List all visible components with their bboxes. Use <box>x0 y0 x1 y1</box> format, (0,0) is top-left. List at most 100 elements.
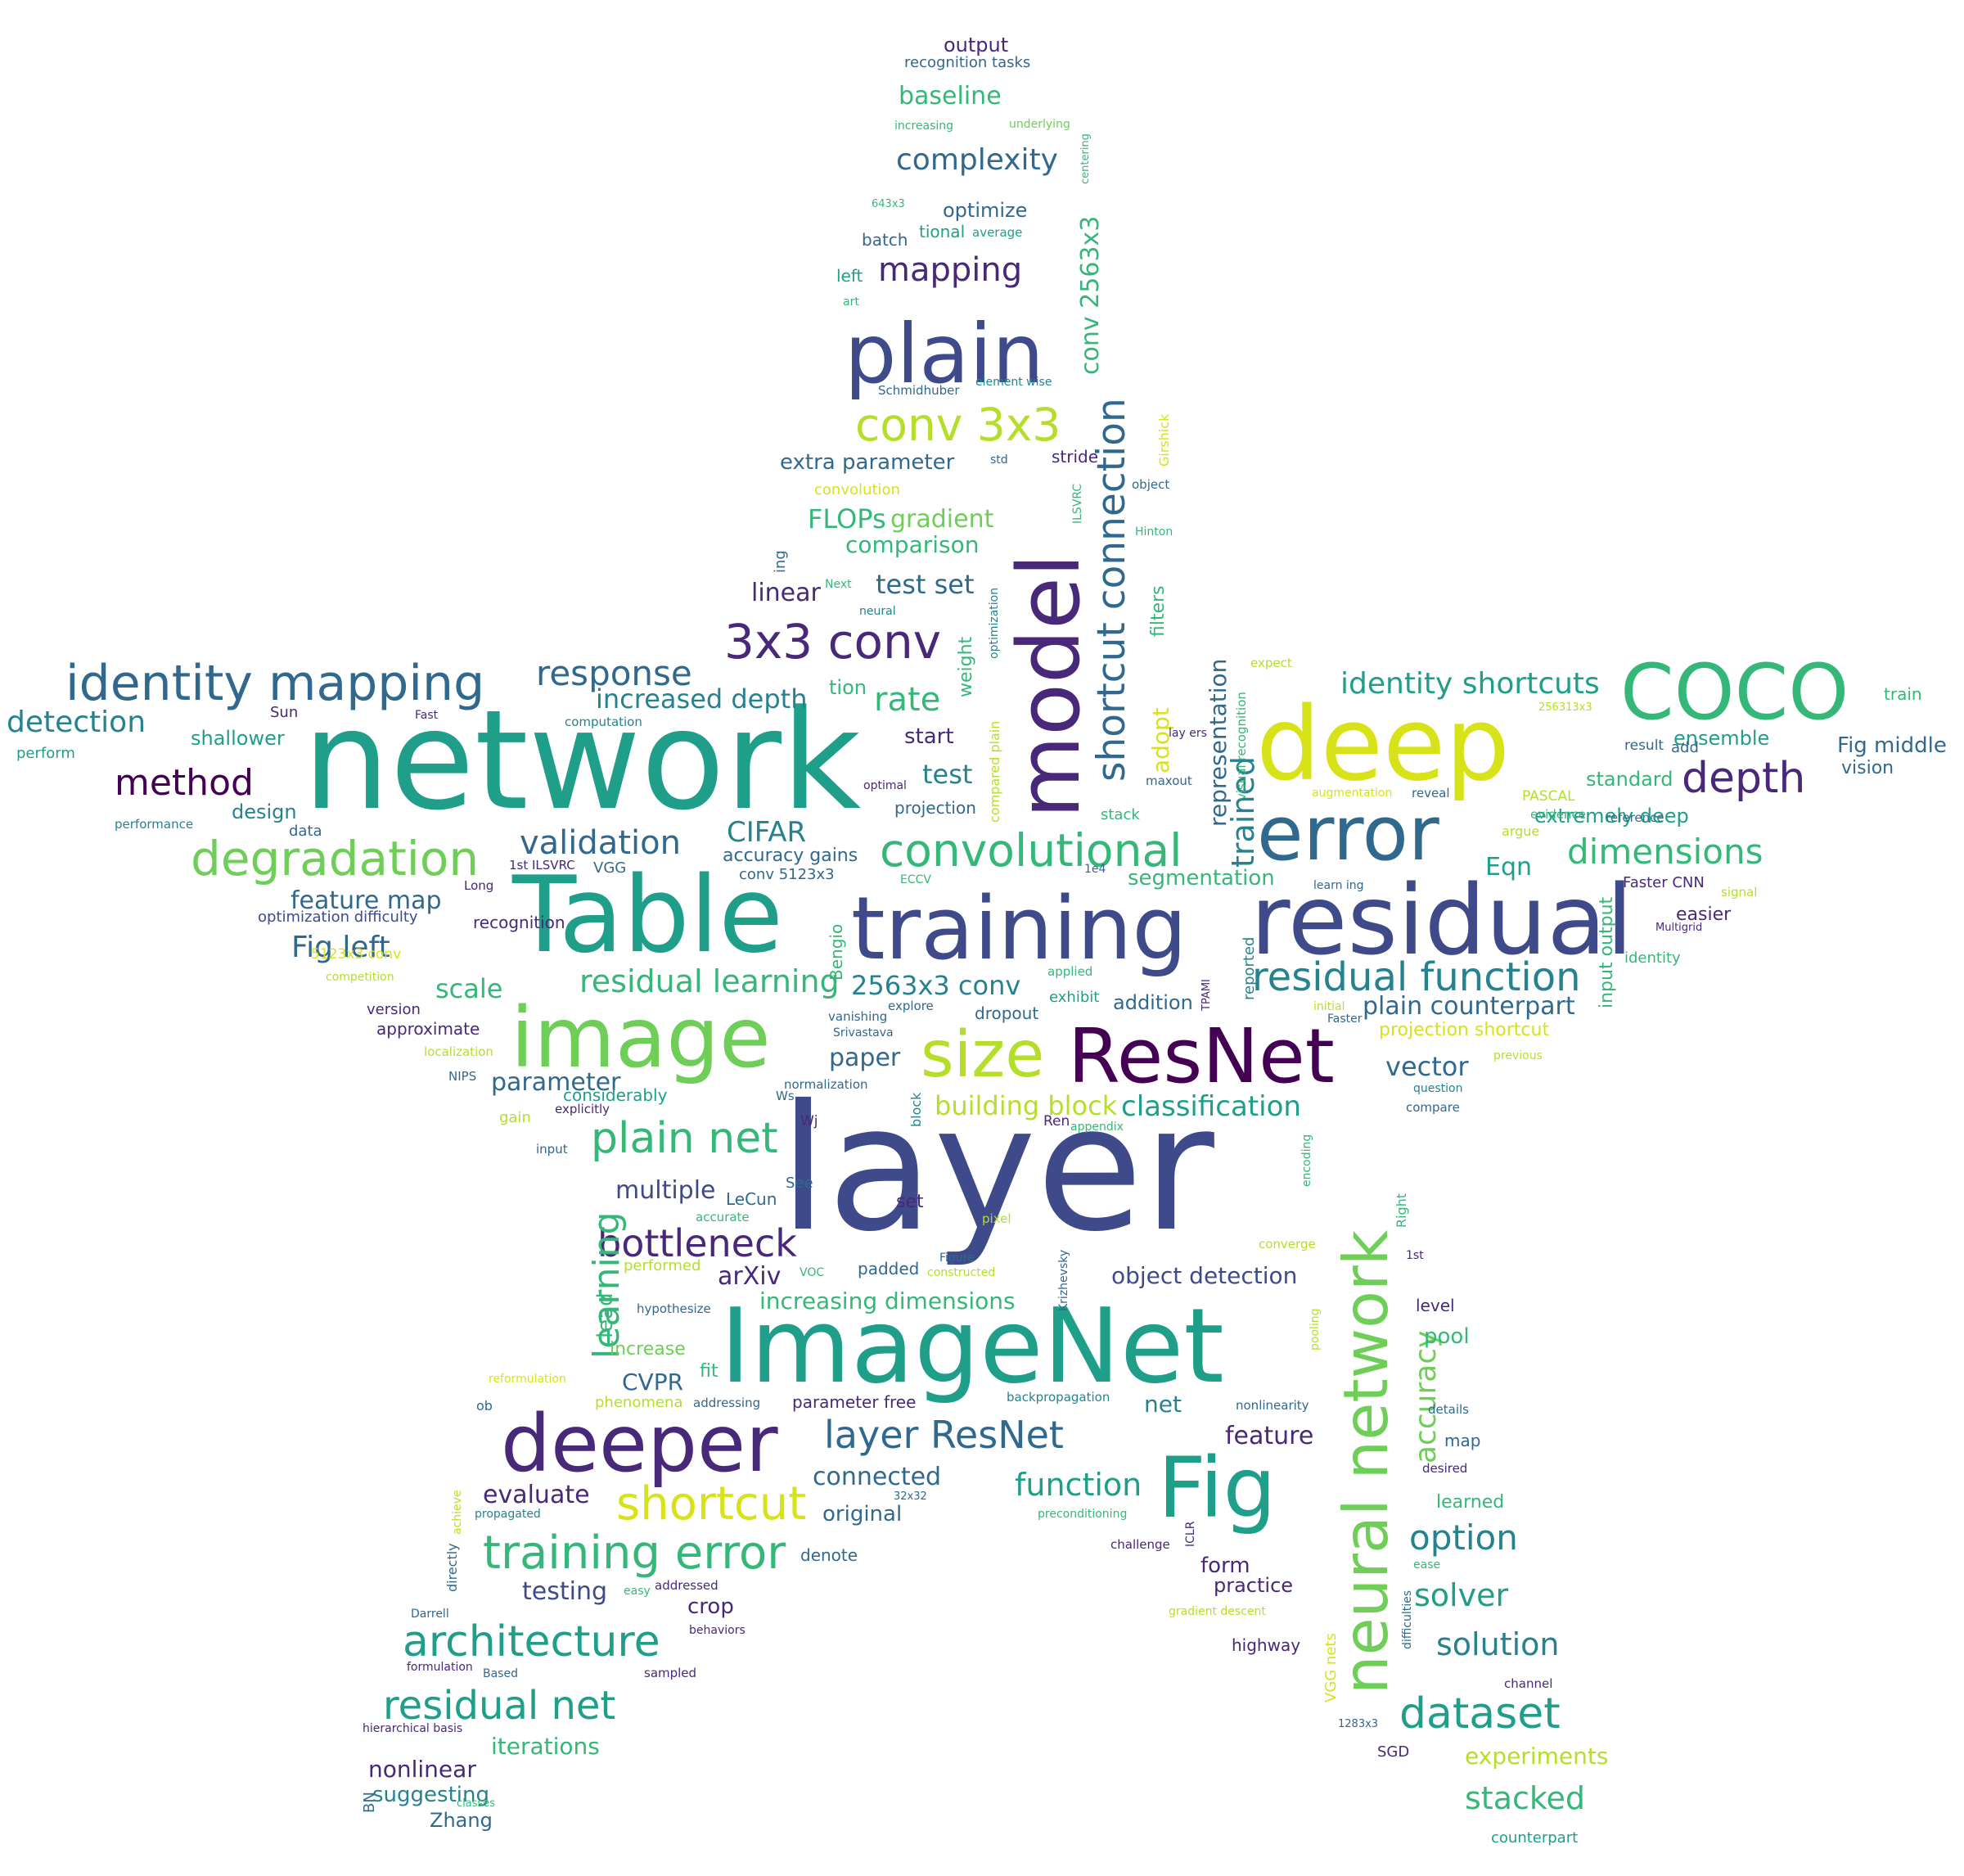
word-object-detection: object detection <box>1111 1262 1298 1289</box>
word-reported: reported <box>1241 936 1258 1000</box>
word-stride: stride <box>1052 447 1099 467</box>
word-resnet: ResNet <box>1068 1012 1335 1100</box>
word-iterations: iterations <box>491 1733 600 1760</box>
word-ensemble: ensemble <box>1673 727 1770 750</box>
word-set: set <box>896 1192 924 1212</box>
word-depth: depth <box>1682 754 1806 803</box>
word-lead: lead <box>593 1292 618 1338</box>
word-training-error: training error <box>483 1527 786 1580</box>
word-vgg: VGG <box>593 859 627 877</box>
word-fig: Fig <box>1158 1440 1277 1537</box>
word-lay-ers: lay ers <box>1169 727 1207 740</box>
word-layer-resnet: layer ResNet <box>824 1413 1064 1457</box>
word-dimensions: dimensions <box>1567 832 1764 872</box>
word-residual-function: residual function <box>1252 954 1581 1000</box>
word-reference: reference <box>1606 810 1664 825</box>
word-extra-parameter: extra parameter <box>780 450 955 475</box>
word-connected: connected <box>813 1463 942 1491</box>
word-tion: tion <box>829 676 867 699</box>
word-2563x3-conv: 2563x3 conv <box>851 970 1021 1001</box>
word-counterpart: counterpart <box>1491 1829 1579 1847</box>
word-left: left <box>836 266 863 286</box>
word-plain-net: plain net <box>591 1114 778 1163</box>
word-hypothesize: hypothesize <box>637 1301 711 1316</box>
word-input-output: input output <box>1597 896 1617 1008</box>
word-multigrid: Multigrid <box>1655 922 1703 934</box>
word-256313x3: 256313x3 <box>1538 701 1592 714</box>
word-deeper: deeper <box>501 1398 778 1490</box>
word-building-block: building block <box>935 1090 1118 1121</box>
word-average: average <box>972 225 1023 240</box>
word-network: network <box>303 680 862 841</box>
word-ing: ing <box>772 550 789 573</box>
word-segmentation: segmentation <box>1128 866 1275 891</box>
word-highway: highway <box>1232 1635 1301 1655</box>
word-evaluate: evaluate <box>483 1481 590 1509</box>
word-ob: ob <box>476 1398 493 1414</box>
word-practice: practice <box>1214 1574 1294 1597</box>
word-neural: neural <box>859 605 896 618</box>
word-zhang: Zhang <box>430 1809 493 1832</box>
word-plain: plain <box>845 306 1044 402</box>
word-size: size <box>921 1018 1045 1092</box>
word-paper: paper <box>829 1044 901 1072</box>
word-add: add <box>1671 739 1699 756</box>
word-solution: solution <box>1436 1626 1560 1662</box>
word-faster-cnn: Faster CNN <box>1623 874 1705 891</box>
word-initial: initial <box>1313 1000 1345 1013</box>
word-pixel: pixel <box>982 1211 1011 1226</box>
word-compared-plain: compared plain <box>987 720 1002 823</box>
word-standard: standard <box>1586 768 1673 791</box>
word-nips: NIPS <box>448 1069 477 1084</box>
word-output: output <box>944 34 1009 56</box>
word-identity-shortcuts: identity shortcuts <box>1340 667 1600 701</box>
word-nonlinearity: nonlinearity <box>1236 1398 1309 1413</box>
word-faster: Faster <box>1327 1012 1363 1026</box>
word-testing: testing <box>522 1577 608 1606</box>
word-performance: performance <box>115 817 194 832</box>
word-cvpr: CVPR <box>622 1369 684 1396</box>
word-right: Right <box>1394 1193 1409 1228</box>
word-object: object <box>1132 477 1170 492</box>
word-computation: computation <box>565 715 642 729</box>
word-signal: signal <box>1721 885 1758 900</box>
word-1st-ilsvrc: 1st ILSVRC <box>509 858 575 873</box>
word-complexity: complexity <box>896 143 1058 177</box>
word-next: Next <box>825 578 852 591</box>
word-mapping: mapping <box>878 251 1023 289</box>
word-based: Based <box>483 1667 518 1680</box>
word-weight: weight <box>956 636 976 697</box>
word-crop: crop <box>687 1594 734 1619</box>
word-increased-depth: increased depth <box>596 683 808 715</box>
word-srivastava: Srivastava <box>833 1026 894 1039</box>
word-stack: stack <box>1101 806 1140 823</box>
word-reformulation: reformulation <box>489 1373 566 1386</box>
word-eccv: ECCV <box>900 873 931 886</box>
word-version: version <box>367 1001 421 1018</box>
word-function: function <box>1015 1467 1142 1503</box>
word-input: input <box>536 1142 568 1157</box>
word-pool: pool <box>1424 1324 1470 1349</box>
word-3x3-conv: 3x3 conv <box>724 614 942 670</box>
word-1e4: 1e4 <box>1084 863 1106 876</box>
word-centering: centering <box>1079 133 1092 184</box>
word-conv-3x3: conv 3x3 <box>855 399 1061 451</box>
word-recognition-tasks: recognition tasks <box>904 54 1031 71</box>
word-figure: Figure <box>939 1251 975 1265</box>
word-solver: solver <box>1414 1577 1509 1613</box>
word-sampled: sampled <box>644 1666 697 1680</box>
word-coco: COCO <box>1620 648 1849 737</box>
word-multiple: multiple <box>615 1176 716 1205</box>
word-feature-map: feature map <box>291 886 442 915</box>
word-block: block <box>908 1092 924 1127</box>
word-element-wise: element wise <box>975 376 1052 389</box>
word-addressing: addressing <box>693 1396 761 1410</box>
word-flops: FLOPs <box>808 503 886 534</box>
word-explicitly: explicitly <box>555 1102 610 1116</box>
word-test-set: test set <box>876 569 975 600</box>
word-original: original <box>822 1502 903 1527</box>
word-option: option <box>1409 1517 1518 1558</box>
word-increasing-dimensions: increasing dimensions <box>759 1287 1016 1315</box>
word-challenge: challenge <box>1110 1537 1170 1552</box>
